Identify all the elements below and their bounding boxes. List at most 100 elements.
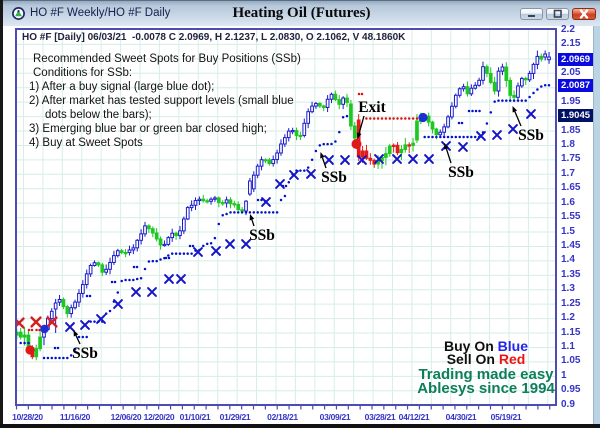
support-dot — [229, 211, 232, 214]
legend-text: Blue — [497, 338, 528, 354]
resistance-x — [30, 316, 42, 328]
support-dot — [326, 142, 329, 146]
support-dot — [42, 356, 46, 360]
legend-line: Trading made easy — [366, 366, 600, 383]
candle-body — [65, 306, 70, 315]
resistance-dot — [411, 117, 415, 120]
resistance-dot — [27, 328, 31, 332]
candle-body — [131, 247, 136, 251]
y-axis-label: 2.2 — [561, 23, 575, 35]
sweet-spot-x — [458, 142, 468, 152]
candle-body — [193, 200, 198, 206]
support-dot — [330, 142, 333, 146]
support-dot — [202, 244, 205, 248]
title-bar[interactable]: HO #F Weekly/HO #F Daily Heating Oil (Fu… — [3, 0, 600, 26]
note-line: 4) Buy at Sweet Spots — [29, 137, 143, 149]
candle-body — [147, 225, 151, 230]
candle-body — [112, 255, 116, 263]
support-dot — [174, 252, 178, 255]
resistance-dot — [357, 92, 361, 96]
candle-body — [34, 348, 39, 358]
legend-text: Sell On — [446, 351, 499, 367]
candle-body — [248, 180, 252, 195]
support-dot — [260, 211, 263, 214]
callout-arrow — [321, 157, 327, 169]
sell-signal-dot — [25, 345, 35, 355]
close-icon — [579, 9, 589, 19]
resistance-dot — [404, 117, 407, 120]
candle-body — [430, 121, 435, 130]
support-dot — [108, 309, 112, 313]
resistance-dot — [400, 117, 403, 120]
weekly-support-dot — [135, 265, 139, 269]
support-dot — [264, 211, 267, 214]
candle-body — [349, 103, 353, 127]
support-dot — [505, 99, 508, 102]
candle-body — [461, 86, 466, 90]
candle-body — [492, 81, 497, 92]
resistance-dot — [372, 117, 376, 120]
support-dot — [135, 277, 139, 281]
y-axis-label: 1.15 — [561, 326, 581, 338]
support-dot — [81, 335, 85, 339]
candle-body — [294, 130, 299, 136]
candle-body — [527, 72, 532, 81]
x-axis-label: 03/28/21 — [364, 412, 396, 422]
candle-body — [170, 232, 175, 239]
support-dot — [338, 130, 341, 134]
resistance-dot — [415, 117, 419, 120]
support-dot — [225, 212, 228, 216]
maximize-button[interactable] — [546, 8, 569, 20]
sweet-spot-x — [324, 155, 334, 165]
support-dot — [93, 320, 96, 323]
y-axis-highlight: 2.0087 — [558, 78, 593, 92]
callout-arrowhead — [512, 106, 518, 113]
sweet-spot-x — [147, 287, 157, 297]
callout-arrow — [514, 111, 522, 127]
y-axis-label: 1.3 — [561, 283, 575, 295]
candle-body — [298, 134, 303, 138]
support-dot — [58, 356, 61, 360]
support-dot — [532, 91, 535, 95]
candle-body — [96, 262, 101, 266]
callout-label: SSb — [72, 345, 98, 362]
candle-body — [500, 66, 505, 72]
weekly-support-dot — [474, 109, 478, 113]
candle-body — [220, 202, 225, 205]
callout-arrow — [75, 335, 81, 345]
sweet-spot-x — [526, 109, 536, 119]
candle-body — [395, 144, 400, 154]
candle-body — [364, 150, 369, 159]
support-dot — [516, 99, 520, 102]
candle-body — [135, 239, 140, 249]
sweet-spot-x — [113, 299, 123, 309]
support-dot — [287, 180, 291, 184]
minimize-button[interactable] — [520, 8, 543, 20]
candle-body — [22, 334, 27, 338]
candle-body — [333, 93, 338, 101]
candle-body — [310, 105, 314, 113]
candle-body — [263, 159, 268, 162]
resistance-dot — [38, 328, 41, 332]
sell-signal-dot — [351, 139, 362, 150]
support-dot — [19, 341, 22, 345]
weekly-support-dot — [56, 346, 60, 350]
candle-body — [100, 264, 105, 273]
support-dot — [23, 341, 26, 345]
note-line: 3) Emerging blue bar or green bar closed… — [29, 123, 267, 135]
support-dot — [485, 122, 489, 125]
candle-body — [182, 218, 186, 232]
support-dot — [205, 242, 209, 246]
candle-body — [279, 143, 283, 154]
support-dot — [489, 111, 493, 114]
sweet-spot-x — [241, 239, 251, 249]
x-axis-label: 04/30/21 — [445, 412, 477, 422]
support-dot — [159, 258, 162, 261]
support-dot — [508, 99, 512, 102]
candle-body — [84, 273, 89, 286]
support-dot — [128, 278, 131, 282]
close-button[interactable] — [572, 8, 596, 20]
candle-body — [384, 153, 388, 158]
note-line: dots below the bars); — [45, 109, 152, 121]
candle-body — [337, 99, 342, 105]
